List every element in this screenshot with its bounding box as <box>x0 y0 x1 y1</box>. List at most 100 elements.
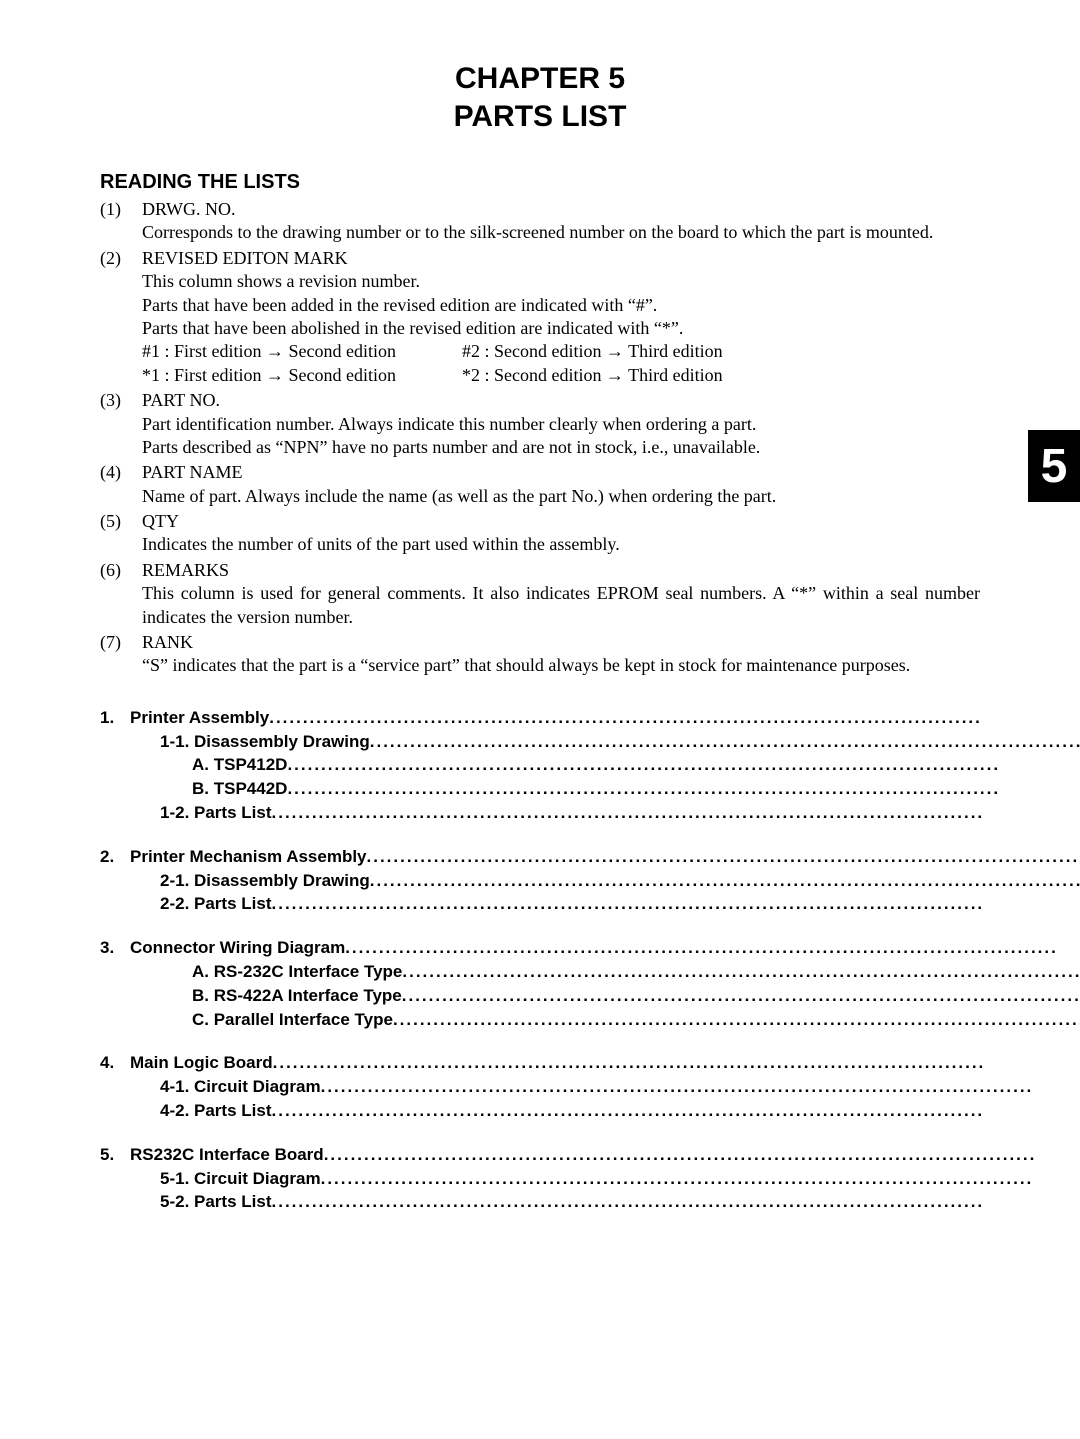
toc-leader-dots <box>402 960 1080 984</box>
reading-the-lists: (1)DRWG. NO.Corresponds to the drawing n… <box>100 198 980 678</box>
toc-subentry: 2-2. Parts List55 <box>100 892 1080 916</box>
reading-term: REVISED EDITON MARK <box>142 247 980 270</box>
edition-pair-left: #1 : First edition → Second edition <box>142 340 462 363</box>
reading-item-number: (7) <box>100 631 142 678</box>
toc-leader-dots <box>370 730 1080 754</box>
toc-subentry: 2-1. Disassembly Drawing54 <box>100 869 1080 893</box>
toc-entry-label: Printer Mechanism Assembly <box>130 845 367 869</box>
toc-entry-label: Main Logic Board <box>130 1051 273 1075</box>
toc-entry-number: 2. <box>100 845 130 869</box>
toc-entry-label: Printer Assembly <box>130 706 269 730</box>
toc-subentry: C. Parallel Interface Type58 <box>100 1008 1080 1032</box>
toc-subentry-label: 4-2. Parts List <box>160 1099 272 1123</box>
reading-item: (7)RANK“S” indicates that the part is a … <box>100 631 980 678</box>
edition-pair: *1 : First edition → Second edition*2 : … <box>142 364 980 387</box>
chapter-tab: 5 <box>1028 430 1080 502</box>
toc-subentry: B. RS-422A Interface Type57 <box>100 984 1080 1008</box>
toc-entry-number: 1. <box>100 706 130 730</box>
reading-item: (2)REVISED EDITON MARKThis column shows … <box>100 247 980 387</box>
toc-leader-dots <box>287 753 1080 777</box>
chapter-title: CHAPTER 5 PARTS LIST <box>100 60 980 135</box>
toc-entry-label: Connector Wiring Diagram <box>130 936 345 960</box>
toc-entry-number: 3. <box>100 936 130 960</box>
reading-item-number: (1) <box>100 198 142 245</box>
reading-item: (1)DRWG. NO.Corresponds to the drawing n… <box>100 198 980 245</box>
chapter-line-1: CHAPTER 5 <box>100 60 980 98</box>
toc-subentry-label: A. TSP412D <box>192 753 287 777</box>
toc-entry-number: 5. <box>100 1143 130 1167</box>
reading-desc-line: This column shows a revision number. <box>142 270 980 293</box>
toc-leader-dots <box>272 1190 1080 1214</box>
toc-subentry-label: 5-1. Circuit Diagram <box>160 1167 321 1191</box>
toc-entry-label: RS232C Interface Board <box>130 1143 324 1167</box>
reading-term: PART NAME <box>142 461 980 484</box>
reading-term: QTY <box>142 510 980 533</box>
edition-pair-right: *2 : Second edition → Third edition <box>462 364 723 387</box>
toc-leader-dots <box>324 1143 1080 1167</box>
toc-subentry: 5-1. Circuit Diagram66 <box>100 1167 1080 1191</box>
toc-leader-dots <box>321 1167 1080 1191</box>
reading-item-number: (4) <box>100 461 142 508</box>
toc-leader-dots <box>272 1099 1080 1123</box>
toc-leader-dots <box>287 777 1080 801</box>
toc-group: 3.Connector Wiring Diagram56A. RS-232C I… <box>100 936 1080 1031</box>
reading-item: (4)PART NAMEName of part. Always include… <box>100 461 980 508</box>
toc-leader-dots <box>367 845 1080 869</box>
reading-item-number: (6) <box>100 559 142 629</box>
edition-pair-right: #2 : Second edition → Third edition <box>462 340 723 363</box>
toc-group: 4.Main Logic Board594-1. Circuit Diagram… <box>100 1051 1080 1122</box>
toc-subentry: 1-2. Parts List52 <box>100 801 1080 825</box>
toc-entry: 1.Printer Assembly50 <box>100 706 1080 730</box>
toc-leader-dots <box>321 1075 1080 1099</box>
toc-entry: 2.Printer Mechanism Assembly54 <box>100 845 1080 869</box>
reading-desc-line: Corresponds to the drawing number or to … <box>142 221 980 244</box>
toc-entry: 5.RS232C Interface Board66 <box>100 1143 1080 1167</box>
toc-subentry-label: B. TSP442D <box>192 777 287 801</box>
toc-leader-dots <box>272 892 1080 916</box>
toc-subentry-label: B. RS-422A Interface Type <box>192 984 402 1008</box>
reading-term: RANK <box>142 631 980 654</box>
toc-subentry: A. TSP412D50 <box>100 753 1080 777</box>
reading-desc-line: Indicates the number of units of the par… <box>142 533 980 556</box>
edition-pair-left: *1 : First edition → Second edition <box>142 364 462 387</box>
reading-term: REMARKS <box>142 559 980 582</box>
toc-column-left: 1.Printer Assembly501-1. Disassembly Dra… <box>100 706 1080 1234</box>
reading-desc-line: “S” indicates that the part is a “servic… <box>142 654 980 677</box>
reading-item-body: REVISED EDITON MARKThis column shows a r… <box>142 247 980 387</box>
toc-leader-dots <box>272 801 1080 825</box>
toc-subentry: A. RS-232C Interface Type56 <box>100 960 1080 984</box>
reading-item: (5)QTYIndicates the number of units of t… <box>100 510 980 557</box>
toc-entry: 4.Main Logic Board59 <box>100 1051 1080 1075</box>
reading-item-number: (5) <box>100 510 142 557</box>
toc-leader-dots <box>370 869 1080 893</box>
toc-leader-dots <box>345 936 1080 960</box>
toc-leader-dots <box>273 1051 1080 1075</box>
reading-item-body: DRWG. NO.Corresponds to the drawing numb… <box>142 198 980 245</box>
toc-subentry: 4-1. Circuit Diagram59 <box>100 1075 1080 1099</box>
reading-desc-line: Parts that have been abolished in the re… <box>142 317 980 340</box>
table-of-contents: 1.Printer Assembly501-1. Disassembly Dra… <box>100 706 980 1234</box>
reading-desc-line: Parts described as “NPN” have no parts n… <box>142 436 980 459</box>
toc-subentry-label: 2-2. Parts List <box>160 892 272 916</box>
reading-desc-line: This column is used for general comments… <box>142 582 980 629</box>
toc-group: 5.RS232C Interface Board665-1. Circuit D… <box>100 1143 1080 1214</box>
toc-subentry-label: 2-1. Disassembly Drawing <box>160 869 370 893</box>
section-heading: READING THE LISTS <box>100 171 980 194</box>
toc-group: 1.Printer Assembly501-1. Disassembly Dra… <box>100 706 1080 825</box>
reading-term: PART NO. <box>142 389 980 412</box>
toc-leader-dots <box>402 984 1080 1008</box>
toc-entry: 3.Connector Wiring Diagram56 <box>100 936 1080 960</box>
edition-pair: #1 : First edition → Second edition#2 : … <box>142 340 980 363</box>
toc-subentry: B. TSP442D51 <box>100 777 1080 801</box>
reading-item-body: PART NAMEName of part. Always include th… <box>142 461 980 508</box>
toc-subentry: 5-2. Parts List67 <box>100 1190 1080 1214</box>
toc-group: 2.Printer Mechanism Assembly542-1. Disas… <box>100 845 1080 916</box>
reading-item-body: PART NO.Part identification number. Alwa… <box>142 389 980 459</box>
reading-term: DRWG. NO. <box>142 198 980 221</box>
toc-subentry-label: 5-2. Parts List <box>160 1190 272 1214</box>
reading-desc-line: Parts that have been added in the revise… <box>142 294 980 317</box>
reading-item-body: RANK“S” indicates that the part is a “se… <box>142 631 980 678</box>
toc-subentry-label: 4-1. Circuit Diagram <box>160 1075 321 1099</box>
reading-item-body: REMARKSThis column is used for general c… <box>142 559 980 629</box>
reading-desc-line: Name of part. Always include the name (a… <box>142 485 980 508</box>
